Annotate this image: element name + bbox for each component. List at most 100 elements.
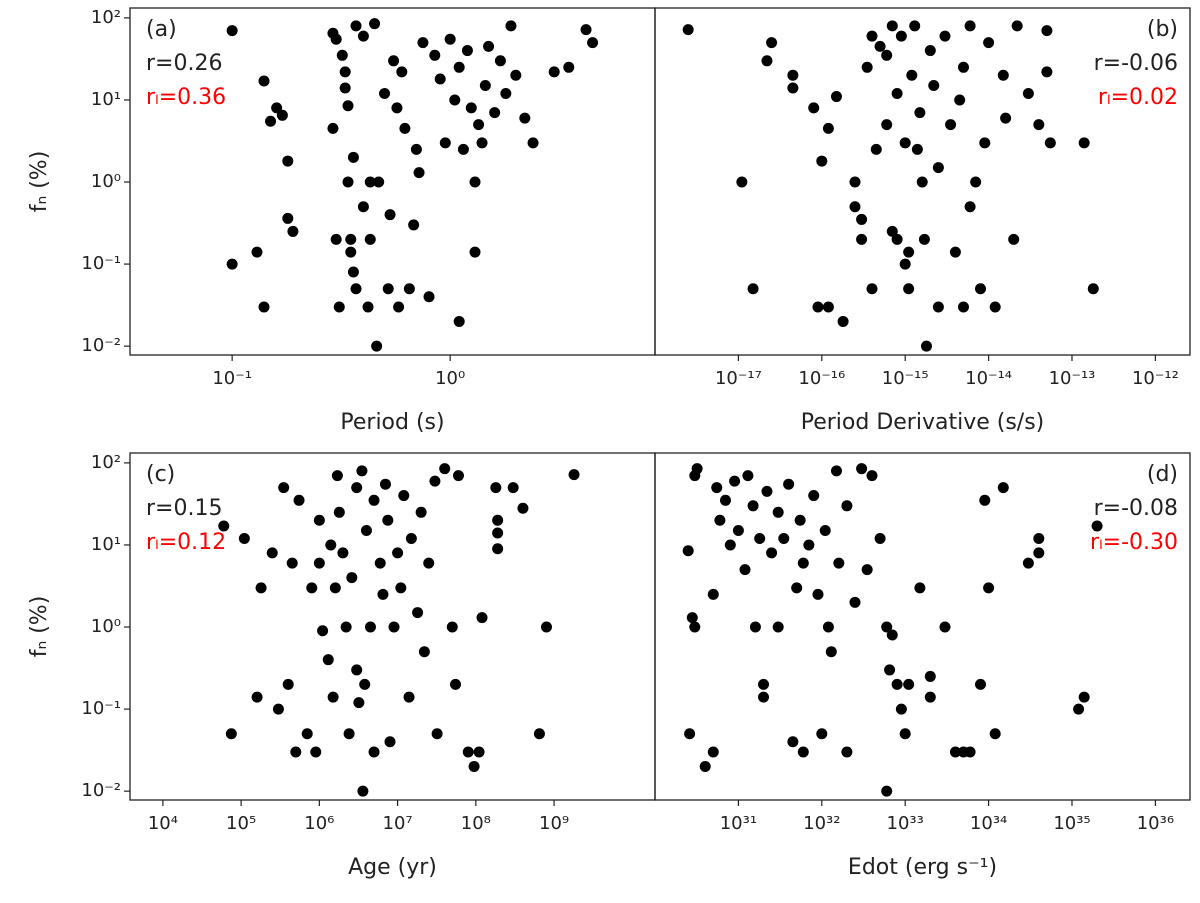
point (899, 258, 911, 270)
point (891, 678, 903, 690)
point (899, 728, 911, 740)
point (970, 176, 982, 188)
point (357, 785, 369, 797)
point (461, 45, 473, 57)
point (707, 746, 719, 758)
point (505, 20, 517, 32)
point (736, 176, 748, 188)
point (856, 463, 868, 475)
point (548, 66, 560, 78)
point (886, 225, 898, 237)
point (724, 539, 736, 551)
point (330, 33, 342, 45)
point (403, 691, 415, 703)
point (891, 87, 903, 99)
y-axis-label: fₙ (%) (27, 151, 52, 213)
annotation: r=-0.06 (1094, 51, 1178, 76)
point (983, 582, 995, 594)
point (345, 246, 357, 258)
point (327, 691, 339, 703)
point (916, 176, 928, 188)
point (347, 266, 359, 278)
point (924, 45, 936, 57)
point (739, 564, 751, 576)
point (957, 61, 969, 73)
x-tick-label: 10⁰ (435, 368, 465, 389)
point (489, 107, 501, 119)
point (255, 582, 267, 594)
point (313, 557, 325, 569)
point (405, 532, 417, 544)
point (282, 155, 294, 167)
point (822, 301, 834, 313)
x-tick-label: 10⁻¹⁶ (798, 368, 845, 389)
point (507, 482, 519, 494)
point (803, 539, 815, 551)
point (251, 691, 263, 703)
point (290, 746, 302, 758)
point (540, 621, 552, 633)
point (439, 137, 451, 149)
annotation: r=0.15 (146, 496, 222, 521)
point (711, 482, 723, 494)
point (797, 557, 809, 569)
point (1078, 137, 1090, 149)
point (527, 137, 539, 149)
point (388, 621, 400, 633)
point (989, 301, 1001, 313)
y-tick-label: 10² (91, 452, 121, 473)
point (276, 109, 288, 121)
point (758, 691, 770, 703)
point (350, 20, 362, 32)
point (918, 233, 930, 245)
point (808, 490, 820, 502)
x-axis-label: Age (yr) (348, 855, 437, 880)
point (714, 514, 726, 526)
point (866, 470, 878, 482)
point (881, 49, 893, 61)
point (732, 525, 744, 537)
point (278, 482, 290, 494)
point (339, 82, 351, 94)
point (758, 678, 770, 690)
point (396, 66, 408, 78)
point (903, 246, 915, 258)
point (920, 340, 932, 352)
point (1008, 233, 1020, 245)
point (754, 532, 766, 544)
point (399, 122, 411, 134)
point (841, 500, 853, 512)
point (1041, 25, 1053, 37)
y-tick-label: 10² (91, 7, 121, 28)
y-tick-label: 10¹ (91, 89, 121, 110)
point (492, 527, 504, 539)
point (895, 30, 907, 42)
point (891, 233, 903, 245)
point (1073, 703, 1085, 715)
point (369, 18, 381, 30)
point (766, 547, 778, 559)
point (415, 506, 427, 518)
point (473, 746, 485, 758)
point (870, 143, 882, 155)
x-tick-label: 10⁵ (226, 813, 256, 834)
point (742, 470, 754, 482)
point (469, 246, 481, 258)
point (444, 33, 456, 45)
point (462, 746, 474, 758)
point (517, 502, 529, 514)
point (747, 500, 759, 512)
point (384, 209, 396, 221)
point (964, 20, 976, 32)
point (434, 73, 446, 85)
point (490, 482, 502, 494)
point (856, 233, 868, 245)
point (906, 69, 918, 81)
point (587, 37, 599, 49)
point (333, 301, 345, 313)
point (473, 119, 485, 131)
point (707, 588, 719, 600)
point (392, 547, 404, 559)
point (346, 572, 358, 584)
